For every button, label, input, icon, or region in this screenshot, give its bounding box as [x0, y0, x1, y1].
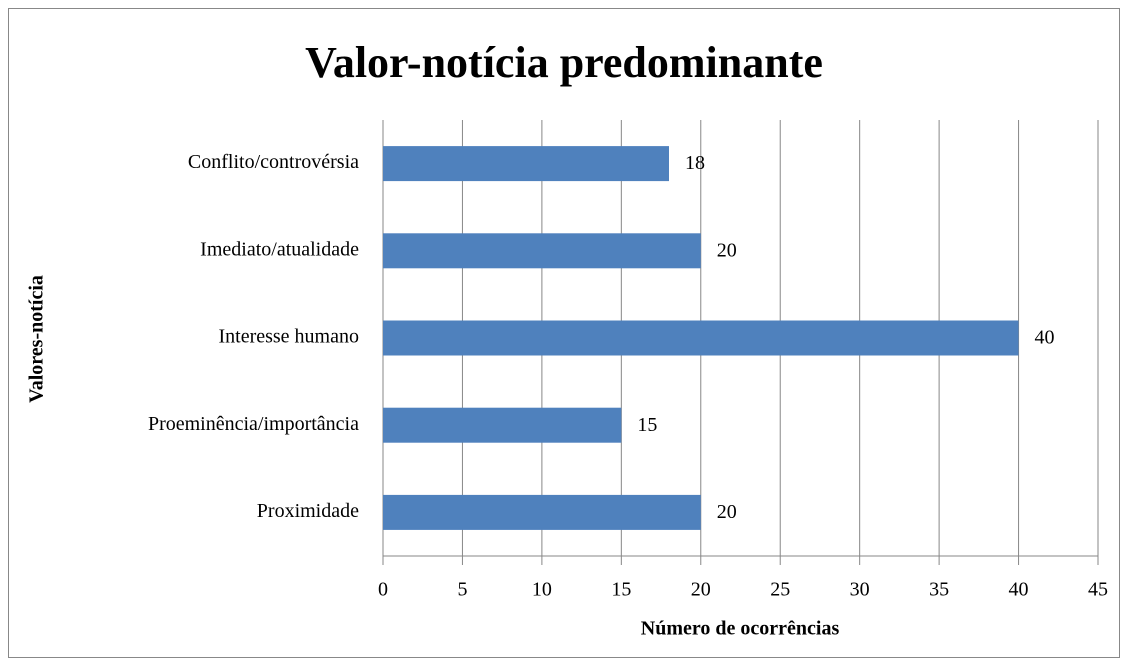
- y-tick-label: Proeminência/importância: [148, 413, 359, 435]
- y-tick-label: Interesse humano: [218, 326, 359, 348]
- x-tick-label: 5: [457, 579, 467, 601]
- bar: [383, 407, 622, 443]
- x-tick-label: 25: [770, 579, 790, 601]
- data-label: 15: [637, 414, 657, 436]
- x-tick-label: 40: [1009, 579, 1029, 601]
- y-axis-label: Valores-notícia: [26, 275, 48, 403]
- y-tick-label: Conflito/controvérsia: [188, 151, 359, 173]
- x-tick-label: 20: [691, 579, 711, 601]
- x-tick-label: 30: [850, 579, 870, 601]
- data-label: 18: [685, 152, 705, 174]
- x-axis-label: Número de ocorrências: [641, 618, 840, 640]
- x-tick-label: 15: [611, 579, 631, 601]
- x-tick-label: 35: [929, 579, 949, 601]
- data-label: 40: [1035, 327, 1055, 349]
- chart-title: Valor-notícia predominante: [305, 38, 823, 87]
- data-label: 20: [717, 501, 737, 523]
- bar: [383, 233, 701, 269]
- bar: [383, 146, 669, 182]
- y-tick-label: Proximidade: [257, 500, 359, 522]
- x-tick-label: 0: [378, 579, 388, 601]
- bar: [383, 494, 701, 530]
- x-tick-label: 45: [1088, 579, 1108, 601]
- data-label: 20: [717, 239, 737, 261]
- bar: [383, 320, 1019, 356]
- x-tick-label: 10: [532, 579, 552, 601]
- y-tick-label: Imediato/atualidade: [200, 238, 359, 260]
